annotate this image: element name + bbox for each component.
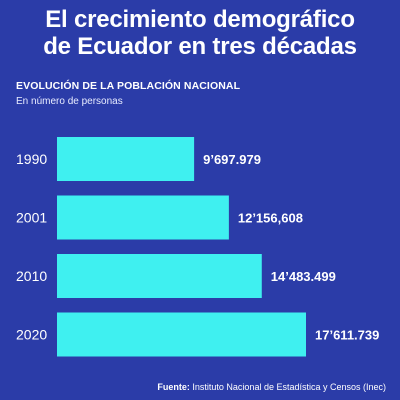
category-label: 2001 [16,210,47,226]
bar [57,195,229,240]
source-label: Fuente: [157,382,190,392]
chart-title: El crecimiento demográfico de Ecuador en… [0,6,400,60]
category-label: 2010 [16,268,47,284]
bar [57,137,195,181]
title-line-1: El crecimiento demográfico [45,6,355,33]
category-label: 2020 [16,327,47,343]
value-label: 12’156,608 [238,211,303,226]
value-label: 17’611.739 [315,328,379,343]
value-label: 14’483.499 [271,269,336,284]
title-line-2: de Ecuador en tres décadas [43,33,357,60]
bar [57,312,306,357]
value-label: 9’697.979 [203,152,261,167]
units-note: En número de personas [16,96,123,107]
bar [57,254,262,298]
source-note: Fuente: Instituto Nacional de Estadístic… [157,382,386,392]
category-label: 1990 [16,151,47,167]
chart-subtitle: EVOLUCIÓN DE LA POBLACIÓN NACIONAL [16,80,241,92]
source-text: Instituto Nacional de Estadística y Cens… [192,382,386,392]
